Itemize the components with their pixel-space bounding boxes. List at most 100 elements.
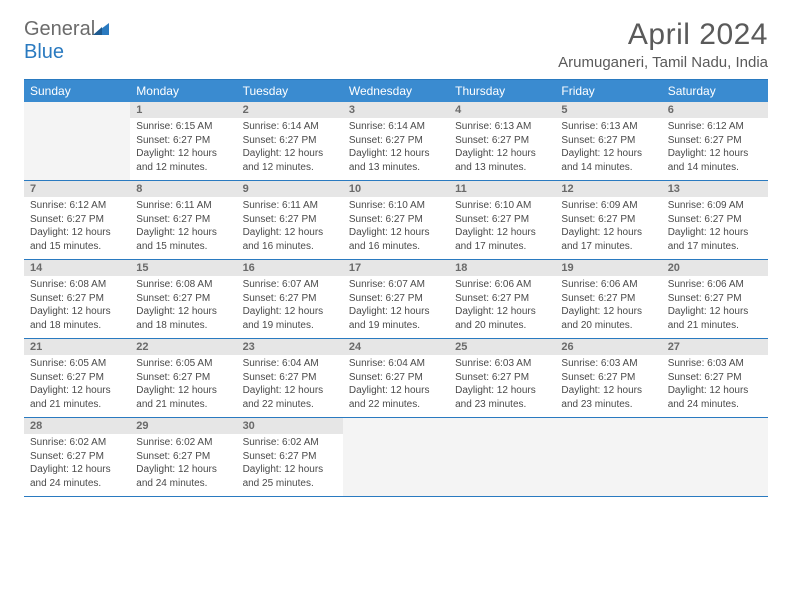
week-row: 28Sunrise: 6:02 AMSunset: 6:27 PMDayligh…: [24, 418, 768, 497]
day-cell: 30Sunrise: 6:02 AMSunset: 6:27 PMDayligh…: [237, 418, 343, 496]
week-row: 1Sunrise: 6:15 AMSunset: 6:27 PMDaylight…: [24, 102, 768, 181]
day-number: 22: [130, 339, 236, 355]
day-cell: [449, 418, 555, 496]
day-data: Sunrise: 6:11 AMSunset: 6:27 PMDaylight:…: [130, 197, 236, 259]
day-cell: 9Sunrise: 6:11 AMSunset: 6:27 PMDaylight…: [237, 181, 343, 259]
day-number: 28: [24, 418, 130, 434]
day-data: Sunrise: 6:15 AMSunset: 6:27 PMDaylight:…: [130, 118, 236, 180]
day-data: Sunrise: 6:12 AMSunset: 6:27 PMDaylight:…: [662, 118, 768, 180]
weekday-header: Friday: [555, 80, 661, 102]
day-number: 18: [449, 260, 555, 276]
day-number: 4: [449, 102, 555, 118]
day-data: Sunrise: 6:14 AMSunset: 6:27 PMDaylight:…: [237, 118, 343, 180]
day-number: 17: [343, 260, 449, 276]
day-data: Sunrise: 6:13 AMSunset: 6:27 PMDaylight:…: [555, 118, 661, 180]
week-row: 14Sunrise: 6:08 AMSunset: 6:27 PMDayligh…: [24, 260, 768, 339]
day-data: Sunrise: 6:03 AMSunset: 6:27 PMDaylight:…: [662, 355, 768, 417]
day-data: Sunrise: 6:03 AMSunset: 6:27 PMDaylight:…: [555, 355, 661, 417]
day-number: 11: [449, 181, 555, 197]
day-number: 21: [24, 339, 130, 355]
day-data: Sunrise: 6:06 AMSunset: 6:27 PMDaylight:…: [662, 276, 768, 338]
day-cell: 19Sunrise: 6:06 AMSunset: 6:27 PMDayligh…: [555, 260, 661, 338]
day-cell: 10Sunrise: 6:10 AMSunset: 6:27 PMDayligh…: [343, 181, 449, 259]
day-cell: 29Sunrise: 6:02 AMSunset: 6:27 PMDayligh…: [130, 418, 236, 496]
header-right: April 2024 Arumuganeri, Tamil Nadu, Indi…: [558, 18, 768, 71]
day-data: Sunrise: 6:05 AMSunset: 6:27 PMDaylight:…: [24, 355, 130, 417]
logo: GeneralBlue: [24, 18, 111, 64]
day-cell: 7Sunrise: 6:12 AMSunset: 6:27 PMDaylight…: [24, 181, 130, 259]
day-cell: [555, 418, 661, 496]
location-text: Arumuganeri, Tamil Nadu, India: [558, 54, 768, 71]
day-number: 13: [662, 181, 768, 197]
day-number: 23: [237, 339, 343, 355]
day-number: 10: [343, 181, 449, 197]
day-number: 7: [24, 181, 130, 197]
day-data: Sunrise: 6:11 AMSunset: 6:27 PMDaylight:…: [237, 197, 343, 259]
day-cell: 25Sunrise: 6:03 AMSunset: 6:27 PMDayligh…: [449, 339, 555, 417]
day-cell: 21Sunrise: 6:05 AMSunset: 6:27 PMDayligh…: [24, 339, 130, 417]
day-number: 27: [662, 339, 768, 355]
day-data: Sunrise: 6:08 AMSunset: 6:27 PMDaylight:…: [130, 276, 236, 338]
day-cell: 11Sunrise: 6:10 AMSunset: 6:27 PMDayligh…: [449, 181, 555, 259]
day-number: 15: [130, 260, 236, 276]
day-cell: 2Sunrise: 6:14 AMSunset: 6:27 PMDaylight…: [237, 102, 343, 180]
page-title: April 2024: [558, 18, 768, 52]
day-cell: [343, 418, 449, 496]
day-cell: [24, 102, 130, 180]
day-cell: 15Sunrise: 6:08 AMSunset: 6:27 PMDayligh…: [130, 260, 236, 338]
day-cell: 27Sunrise: 6:03 AMSunset: 6:27 PMDayligh…: [662, 339, 768, 417]
day-number: 12: [555, 181, 661, 197]
day-data: Sunrise: 6:08 AMSunset: 6:27 PMDaylight:…: [24, 276, 130, 338]
day-number: 3: [343, 102, 449, 118]
day-data: Sunrise: 6:13 AMSunset: 6:27 PMDaylight:…: [449, 118, 555, 180]
day-data: Sunrise: 6:04 AMSunset: 6:27 PMDaylight:…: [237, 355, 343, 417]
week-row: 7Sunrise: 6:12 AMSunset: 6:27 PMDaylight…: [24, 181, 768, 260]
day-cell: 22Sunrise: 6:05 AMSunset: 6:27 PMDayligh…: [130, 339, 236, 417]
weekday-header: Monday: [130, 80, 236, 102]
day-data: Sunrise: 6:02 AMSunset: 6:27 PMDaylight:…: [130, 434, 236, 496]
day-number: 29: [130, 418, 236, 434]
day-data: Sunrise: 6:09 AMSunset: 6:27 PMDaylight:…: [662, 197, 768, 259]
day-cell: 17Sunrise: 6:07 AMSunset: 6:27 PMDayligh…: [343, 260, 449, 338]
day-cell: 1Sunrise: 6:15 AMSunset: 6:27 PMDaylight…: [130, 102, 236, 180]
calendar-page: GeneralBlue April 2024 Arumuganeri, Tami…: [0, 0, 792, 515]
day-cell: 3Sunrise: 6:14 AMSunset: 6:27 PMDaylight…: [343, 102, 449, 180]
day-number: 25: [449, 339, 555, 355]
day-cell: [662, 418, 768, 496]
day-cell: 28Sunrise: 6:02 AMSunset: 6:27 PMDayligh…: [24, 418, 130, 496]
day-cell: 18Sunrise: 6:06 AMSunset: 6:27 PMDayligh…: [449, 260, 555, 338]
day-number: 30: [237, 418, 343, 434]
day-number: 5: [555, 102, 661, 118]
day-number: 20: [662, 260, 768, 276]
day-cell: 5Sunrise: 6:13 AMSunset: 6:27 PMDaylight…: [555, 102, 661, 180]
day-data: Sunrise: 6:14 AMSunset: 6:27 PMDaylight:…: [343, 118, 449, 180]
day-number: 26: [555, 339, 661, 355]
weekday-header: Wednesday: [343, 80, 449, 102]
day-data: Sunrise: 6:07 AMSunset: 6:27 PMDaylight:…: [343, 276, 449, 338]
day-number: 1: [130, 102, 236, 118]
day-cell: 6Sunrise: 6:12 AMSunset: 6:27 PMDaylight…: [662, 102, 768, 180]
day-cell: 12Sunrise: 6:09 AMSunset: 6:27 PMDayligh…: [555, 181, 661, 259]
day-data: Sunrise: 6:02 AMSunset: 6:27 PMDaylight:…: [237, 434, 343, 496]
day-data: Sunrise: 6:06 AMSunset: 6:27 PMDaylight:…: [555, 276, 661, 338]
day-data: Sunrise: 6:10 AMSunset: 6:27 PMDaylight:…: [449, 197, 555, 259]
day-cell: 20Sunrise: 6:06 AMSunset: 6:27 PMDayligh…: [662, 260, 768, 338]
day-data: Sunrise: 6:04 AMSunset: 6:27 PMDaylight:…: [343, 355, 449, 417]
day-cell: 24Sunrise: 6:04 AMSunset: 6:27 PMDayligh…: [343, 339, 449, 417]
day-data: Sunrise: 6:10 AMSunset: 6:27 PMDaylight:…: [343, 197, 449, 259]
day-number: 24: [343, 339, 449, 355]
weekday-header: Sunday: [24, 80, 130, 102]
calendar-table: SundayMondayTuesdayWednesdayThursdayFrid…: [24, 79, 768, 497]
weekday-header: Tuesday: [237, 80, 343, 102]
day-number: 9: [237, 181, 343, 197]
day-cell: 23Sunrise: 6:04 AMSunset: 6:27 PMDayligh…: [237, 339, 343, 417]
day-number: 2: [237, 102, 343, 118]
week-row: 21Sunrise: 6:05 AMSunset: 6:27 PMDayligh…: [24, 339, 768, 418]
day-number: 8: [130, 181, 236, 197]
day-data: Sunrise: 6:03 AMSunset: 6:27 PMDaylight:…: [449, 355, 555, 417]
day-cell: 16Sunrise: 6:07 AMSunset: 6:27 PMDayligh…: [237, 260, 343, 338]
day-cell: 13Sunrise: 6:09 AMSunset: 6:27 PMDayligh…: [662, 181, 768, 259]
day-number: 14: [24, 260, 130, 276]
day-data: Sunrise: 6:07 AMSunset: 6:27 PMDaylight:…: [237, 276, 343, 338]
weekday-header-row: SundayMondayTuesdayWednesdayThursdayFrid…: [24, 80, 768, 102]
